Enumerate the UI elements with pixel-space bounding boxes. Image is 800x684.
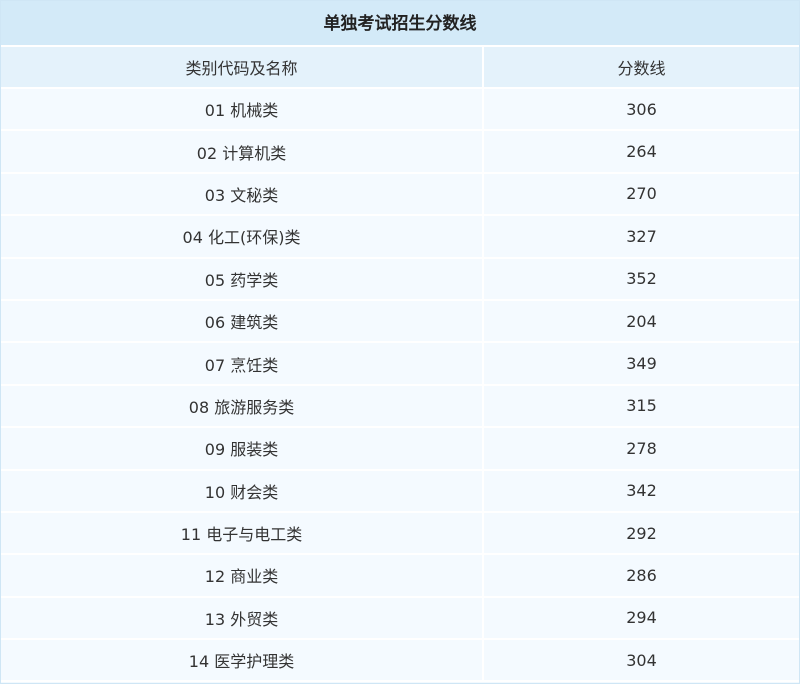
score-cell: 278 (626, 438, 657, 458)
header-cell: 分数线 (617, 59, 666, 78)
score-cell: 264 (626, 142, 657, 162)
category-cell: 03 文秘类 (1, 173, 484, 215)
score-cell: 349 (626, 354, 657, 374)
header-cell: 类别代码及名称 (1, 47, 484, 87)
table-row: 13 外贸类 294 (1, 597, 799, 641)
category-cell: 04 化工(环保)类 (1, 216, 484, 257)
table-row: 04 化工(环保)类 327 (1, 216, 799, 259)
table-row: 09 服装类 278 (1, 428, 799, 471)
score-cell: 342 (626, 481, 657, 501)
category-cell: 02 计算机类 (1, 131, 484, 172)
category-cell: 11 电子与电工类 (1, 512, 484, 554)
category-cell: 12 商业类 (1, 555, 484, 596)
category-cell: 14 医学护理类 (1, 640, 484, 681)
score-cell: 327 (626, 226, 657, 246)
category-cell: 09 服装类 (1, 428, 484, 469)
score-cell: 286 (626, 565, 657, 585)
table-row: 03 文秘类 270 (1, 173, 799, 217)
table-row: 02 计算机类 264 (1, 131, 799, 174)
table-row: 06 建筑类 204 (1, 300, 799, 344)
table-title: 单独考试招生分数线 (1, 1, 799, 47)
table-row: 14 医学护理类 304 (1, 640, 799, 683)
category-cell: 10 财会类 (1, 470, 484, 511)
score-cell: 270 (626, 184, 657, 204)
category-cell: 13 外贸类 (1, 597, 484, 639)
table-row: 11 电子与电工类 292 (1, 512, 799, 556)
header-row: 类别代码及名称 分数线 (1, 47, 799, 89)
table-row: 08 旅游服务类 315 (1, 385, 799, 429)
score-cell: 292 (626, 523, 657, 543)
table-row: 01 机械类 306 (1, 89, 799, 132)
score-cell: 352 (626, 269, 657, 289)
score-cell: 315 (626, 396, 657, 416)
category-cell: 06 建筑类 (1, 300, 484, 342)
score-cell: 204 (626, 311, 657, 331)
score-cell: 306 (626, 99, 657, 119)
category-cell: 08 旅游服务类 (1, 385, 484, 427)
category-cell: 01 机械类 (1, 89, 484, 130)
table-row: 12 商业类 286 (1, 555, 799, 598)
table-row: 05 药学类 352 (1, 258, 799, 301)
category-cell: 05 药学类 (1, 258, 484, 299)
table-body: 01 机械类 306 02 计算机类 264 03 文秘类 270 04 化工(环保)类 32… (1, 89, 799, 683)
score-cell: 304 (626, 650, 657, 670)
table-row: 10 财会类 342 (1, 470, 799, 513)
category-cell: 07 烹饪类 (1, 343, 484, 384)
score-cell: 294 (626, 608, 657, 628)
table-row: 07 烹饪类 349 (1, 343, 799, 386)
